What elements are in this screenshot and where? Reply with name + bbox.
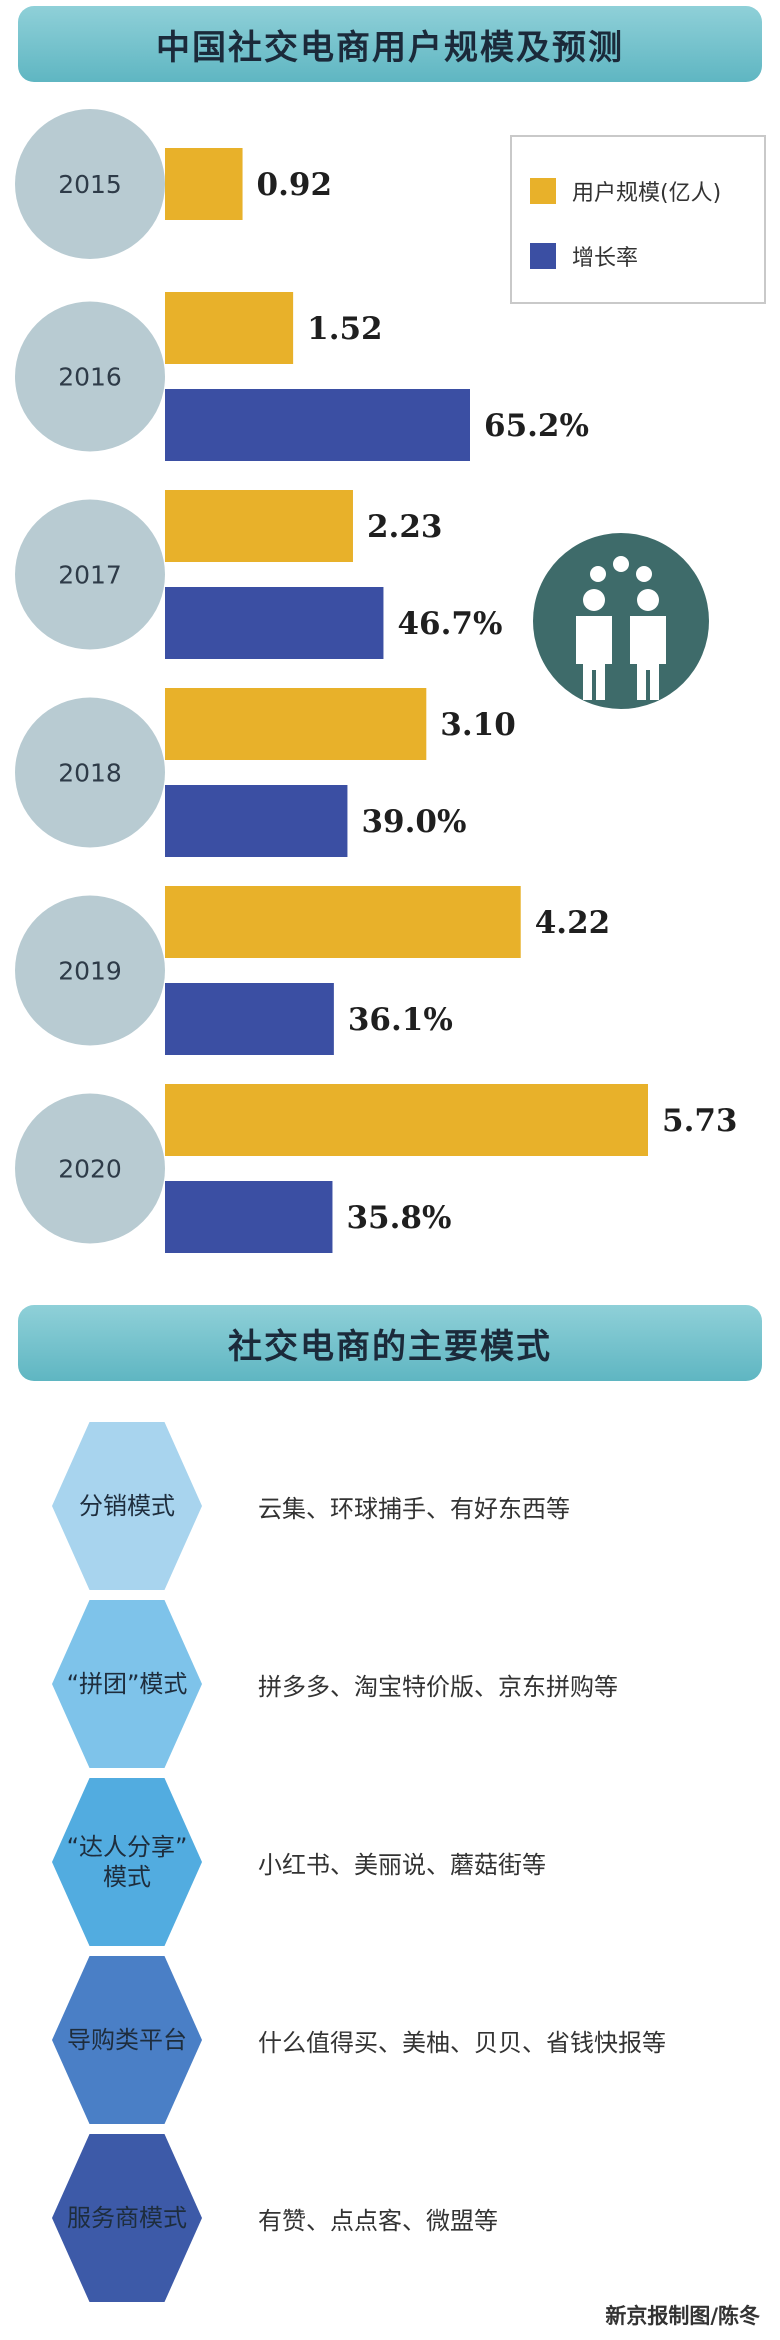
mode-desc: 小红书、美丽说、蘑菇街等 [258,1850,546,1879]
mode-hexagon: 导购类平台 [52,1956,202,2124]
users-bar [165,148,243,220]
user-scale-chart: 2015 0.92 2016 1.52 65.2% 2017 2.23 46.7% 2018 3.… [15,109,738,1253]
users-value-label: 2.23 [367,509,443,545]
mode-row: 分销模式 云集、环球捕手、有好东西等 [0,1422,780,1592]
legend-label-growth: 增长率 [572,246,639,271]
year-label: 2015 [58,170,122,199]
growth-value-label: 46.7% [397,606,502,642]
chart-title: 中国社交电商用户规模及预测 [156,27,624,68]
users-bar [165,292,294,364]
growth-value-label: 36.1% [348,1002,453,1038]
mode-row: 导购类平台 什么值得买、美柚、贝贝、省钱快报等 [0,1956,780,2126]
legend-item-users: 用户规模(亿人) [530,175,721,207]
users-value-label: 1.52 [307,311,383,347]
users-bar [165,886,521,958]
legend-swatch-users [530,178,556,204]
users-value-label: 4.22 [535,905,611,941]
mode-row: 服务商模式 有赞、点点客、微盟等 [0,2134,780,2304]
people-group-icon [530,530,712,716]
users-value-label: 5.73 [662,1103,738,1139]
chart-title-banner: 中国社交电商用户规模及预测 [18,6,762,82]
year-circle [15,1093,165,1244]
mode-desc: 拼多多、淘宝特价版、京东拼购等 [258,1672,618,1701]
mode-desc: 有赞、点点客、微盟等 [258,2206,498,2235]
users-bar [165,1084,648,1156]
growth-value-label: 35.8% [346,1200,451,1236]
modes-title-banner: 社交电商的主要模式 [18,1305,762,1381]
users-bar [165,490,353,562]
growth-bar [165,983,334,1055]
mode-hexagon: “拼团”模式 [52,1600,202,1768]
growth-bar [165,587,384,659]
growth-bar [165,389,470,461]
users-value-label: 3.10 [440,707,516,743]
year-circle [15,109,165,259]
growth-value-label: 39.0% [361,804,466,840]
legend: 用户规模(亿人) 增长率 [510,135,766,304]
mode-hexagon: “达人分享” 模式 [52,1778,202,1946]
year-label: 2020 [58,1155,122,1184]
year-label: 2019 [58,957,122,986]
credit: 新京报制图/陈冬 [605,2304,760,2328]
year-label: 2017 [58,561,122,590]
modes-title: 社交电商的主要模式 [228,1326,552,1367]
users-value-label: 0.92 [257,167,333,203]
mode-hexagon: 服务商模式 [52,2134,202,2302]
mode-row: “达人分享” 模式 小红书、美丽说、蘑菇街等 [0,1778,780,1948]
mode-name: 服务商模式 [67,2204,187,2232]
year-circle [15,499,165,650]
mode-name: “拼团”模式 [66,1670,188,1698]
mode-name: 导购类平台 [67,2026,187,2054]
mode-name: “达人分享” 模式 [66,1833,188,1891]
legend-swatch-growth [530,243,556,269]
year-circle [15,697,165,848]
legend-item-growth: 增长率 [530,240,638,272]
growth-bar [165,1181,333,1253]
year-circle [15,301,165,452]
growth-value-label: 65.2% [484,408,589,444]
mode-row: “拼团”模式 拼多多、淘宝特价版、京东拼购等 [0,1600,780,1770]
year-label: 2016 [58,363,122,392]
mode-name: 分销模式 [79,1492,175,1520]
legend-label-users: 用户规模(亿人) [572,181,722,206]
mode-desc: 什么值得买、美柚、贝贝、省钱快报等 [258,2028,666,2057]
growth-bar [165,785,348,857]
year-label: 2018 [58,759,122,788]
mode-desc: 云集、环球捕手、有好东西等 [258,1494,570,1523]
year-circle [15,895,165,1046]
users-bar [165,688,427,760]
mode-hexagon: 分销模式 [52,1422,202,1590]
